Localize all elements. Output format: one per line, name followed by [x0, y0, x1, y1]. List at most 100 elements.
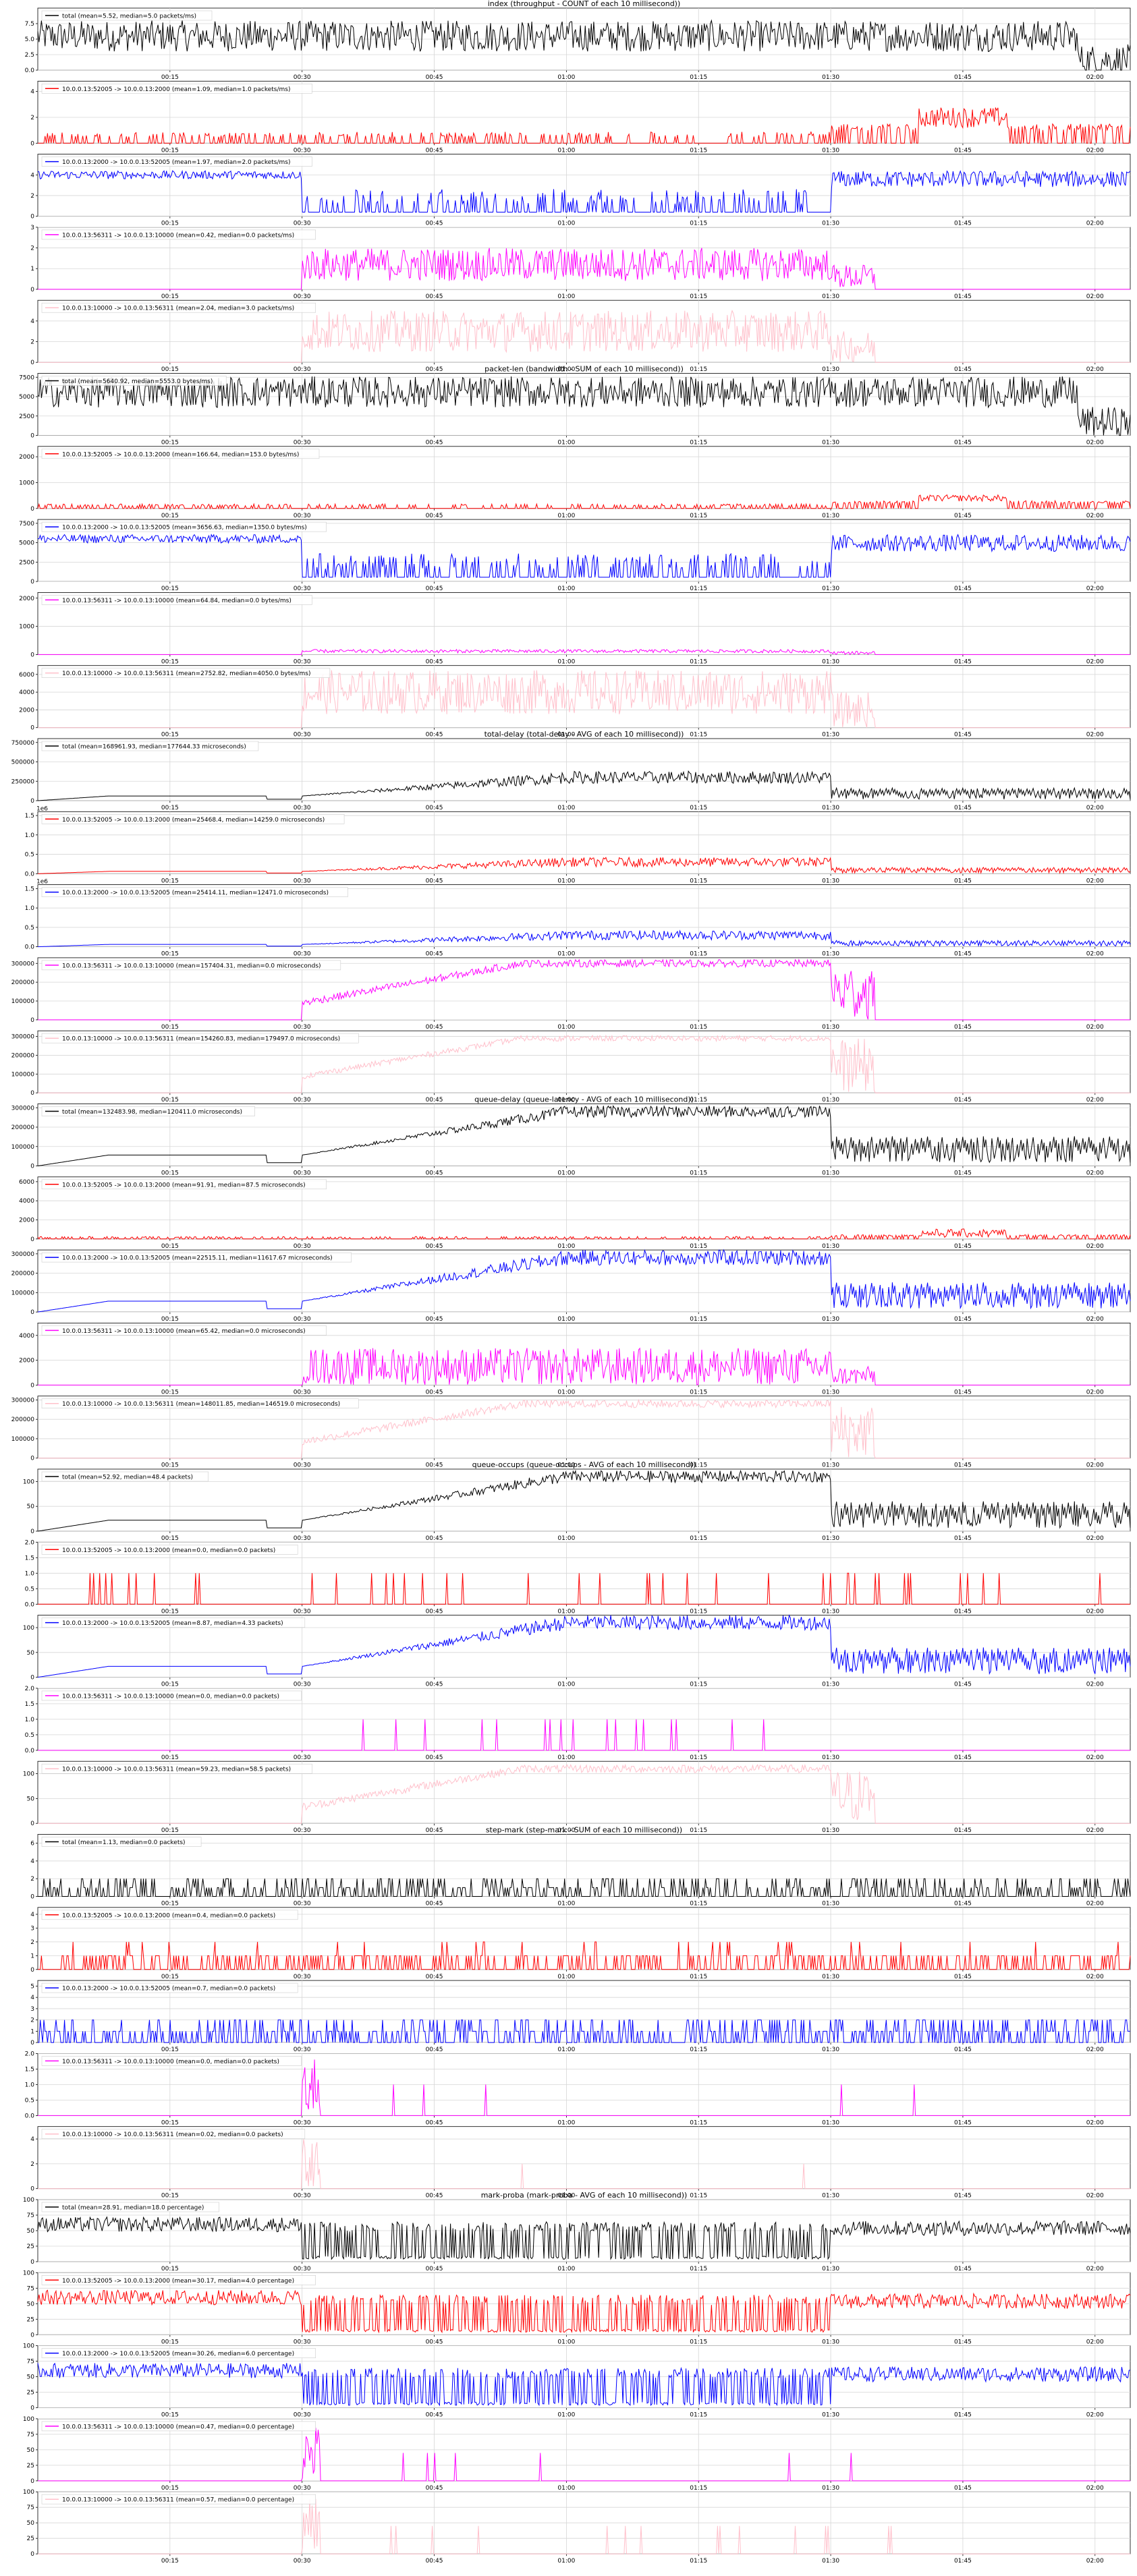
x-tick-label: 00:15 — [161, 1754, 179, 1761]
y-tick-label: 100 — [23, 1625, 34, 1632]
x-tick-label: 00:45 — [426, 1535, 443, 1542]
x-tick-label: 00:30 — [294, 2558, 311, 2565]
legend-label: 10.0.0.13:10000 -> 10.0.0.13:56311 (mean… — [62, 306, 294, 312]
legend: 10.0.0.13:56311 -> 10.0.0.13:10000 (mean… — [41, 960, 341, 971]
x-tick-label: 01:00 — [557, 1682, 575, 1688]
x-tick-label: 00:15 — [161, 2193, 179, 2200]
chart-panel: 00:15 00:30 00:45 01:00 01:15 01:30 01:45 02:00… — [30, 2126, 1131, 2200]
x-tick-label: 00:30 — [294, 513, 311, 519]
y-tick-label: 1.5 — [25, 1701, 34, 1708]
x-tick-label: 00:15 — [161, 1682, 179, 1688]
y-tick-label: 200000 — [11, 1416, 35, 1423]
legend-label: 10.0.0.13:10000 -> 10.0.0.13:56311 (mean… — [62, 670, 311, 677]
y-tick-label: 5000 — [19, 540, 34, 547]
x-tick-label: 01:15 — [690, 513, 707, 519]
x-tick-label: 02:00 — [1086, 2193, 1104, 2200]
y-tick-label: 6 — [30, 1841, 34, 1848]
x-tick-label: 00:45 — [426, 147, 443, 154]
x-tick-label: 01:45 — [954, 2339, 972, 2345]
x-tick-label: 01:30 — [822, 585, 839, 592]
y-tick-label: 75 — [27, 2505, 34, 2511]
legend: 10.0.0.13:56311 -> 10.0.0.13:10000 (mean… — [41, 1690, 302, 1701]
chart-panel: 00:15 00:30 00:45 01:00 01:15 01:30 01:45 02:00… — [19, 1323, 1131, 1396]
legend: 10.0.0.13:10000 -> 10.0.0.13:56311 (mean… — [41, 1033, 359, 1043]
series-line — [37, 929, 1131, 948]
legend-box — [41, 668, 331, 679]
x-tick-label: 00:45 — [426, 2266, 443, 2272]
chart-panel: 00:15 00:30 00:45 01:00 01:15 01:30 01:45 02:00… — [25, 879, 1131, 958]
x-tick-label: 01:00 — [557, 1389, 575, 1396]
legend: 10.0.0.13:52005 -> 10.0.0.13:2000 (mean=… — [41, 2275, 316, 2285]
x-tick-label: 00:45 — [426, 1389, 443, 1396]
y-tick-label: 0 — [30, 1090, 34, 1097]
x-tick-label: 02:00 — [1086, 74, 1104, 81]
x-tick-label: 00:15 — [161, 1901, 179, 1908]
x-tick-label: 01:15 — [690, 1535, 707, 1542]
series-line — [37, 2289, 1131, 2334]
x-tick-label: 01:45 — [954, 1389, 972, 1396]
x-tick-label: 00:30 — [294, 1462, 311, 1469]
legend-label: 10.0.0.13:2000 -> 10.0.0.13:52005 (mean=… — [62, 159, 290, 166]
x-tick-label: 00:30 — [294, 1608, 311, 1615]
legend: 10.0.0.13:56311 -> 10.0.0.13:10000 (mean… — [41, 2056, 302, 2066]
chart-panel: 00:15 00:30 00:45 01:00 01:15 01:30 01:45 02:00… — [19, 665, 1131, 739]
x-tick-label: 00:30 — [294, 1170, 311, 1177]
y-tick-label: 0 — [30, 1382, 34, 1389]
chart-panel: 00:15 00:30 00:45 01:00 01:15 01:30 01:45 02:00… — [19, 592, 1131, 665]
x-tick-label: 01:00 — [557, 147, 575, 154]
y-tick-label: 200000 — [11, 979, 35, 986]
x-tick-label: 02:00 — [1086, 221, 1104, 227]
group-title: queue-occups (queue-occups - AVG of each… — [472, 1460, 696, 1469]
x-tick-label: 01:45 — [954, 585, 972, 592]
y-tick-label: 4000 — [19, 1198, 34, 1205]
x-tick-label: 01:45 — [954, 878, 972, 884]
legend-box — [41, 521, 327, 532]
x-tick-label: 02:00 — [1086, 513, 1104, 519]
y-tick-label: 2000 — [19, 596, 34, 602]
legend-box — [41, 84, 312, 94]
y-tick-label: 0 — [30, 2259, 34, 2266]
x-tick-label: 01:45 — [954, 2193, 972, 2200]
x-tick-label: 01:15 — [690, 2558, 707, 2565]
chart-panel: 00:15 00:30 00:45 01:00 01:15 01:30 01:45 02:00… — [30, 225, 1131, 300]
legend-box — [41, 2494, 316, 2505]
x-tick-label: 02:00 — [1086, 1682, 1104, 1688]
legend-box — [41, 1763, 312, 1774]
legend-label: 10.0.0.13:10000 -> 10.0.0.13:56311 (mean… — [62, 2131, 283, 2138]
chart-panel: 00:15 00:30 00:45 01:00 01:15 01:30 01:45 02:00… — [30, 154, 1131, 227]
y-tick-label: 100000 — [11, 1071, 35, 1078]
x-tick-label: 00:30 — [294, 878, 311, 884]
x-tick-label: 02:00 — [1086, 1462, 1104, 1469]
x-tick-label: 00:30 — [294, 1389, 311, 1396]
x-tick-label: 00:15 — [161, 2119, 179, 2126]
chart-panel: 00:15 00:30 00:45 01:00 01:15 01:30 01:45 02:00… — [23, 1614, 1131, 1688]
legend-label: 10.0.0.13:2000 -> 10.0.0.13:52005 (mean=… — [62, 1620, 283, 1627]
series-line — [37, 2216, 1131, 2260]
chart-panel: 00:15 00:30 00:45 01:00 01:15 01:30 01:45 02:00… — [11, 1249, 1131, 1323]
x-tick-label: 01:15 — [690, 1901, 707, 1908]
legend-label: 10.0.0.13:10000 -> 10.0.0.13:56311 (mean… — [62, 2497, 294, 2504]
y-tick-label: 0 — [30, 1528, 34, 1535]
legend-box — [41, 1910, 298, 1920]
y-tick-label: 100 — [23, 2343, 34, 2350]
y-tick-label: 0.0 — [25, 67, 35, 74]
chart-panel: 00:15 00:30 00:45 01:00 01:15 01:30 01:45 02:00… — [11, 730, 1131, 811]
legend-box — [41, 1618, 306, 1628]
legend-label: 10.0.0.13:10000 -> 10.0.0.13:56311 (mean… — [62, 1401, 340, 1408]
x-tick-label: 00:45 — [426, 658, 443, 665]
x-tick-label: 00:15 — [161, 878, 179, 884]
x-tick-label: 01:45 — [954, 2412, 972, 2419]
x-tick-label: 01:45 — [954, 1097, 972, 1104]
chart-panel: 00:15 00:30 00:45 01:00 01:15 01:30 01:45 02:00… — [25, 0, 1131, 81]
x-tick-label: 00:30 — [294, 585, 311, 592]
x-tick-label: 02:00 — [1086, 2412, 1104, 2419]
legend: total (mean=168961.93, median=177644.33 … — [41, 741, 259, 751]
y-tick-label: 1 — [30, 266, 34, 273]
x-tick-label: 01:15 — [690, 2119, 707, 2126]
x-tick-label: 01:15 — [690, 366, 707, 373]
x-tick-label: 01:00 — [557, 221, 575, 227]
legend: 10.0.0.13:52005 -> 10.0.0.13:2000 (mean=… — [41, 1910, 298, 1920]
x-tick-label: 01:15 — [690, 1974, 707, 1980]
series-line — [37, 2362, 1131, 2407]
chart-panel: 00:15 00:30 00:45 01:00 01:15 01:30 01:45 02:00… — [19, 519, 1131, 592]
